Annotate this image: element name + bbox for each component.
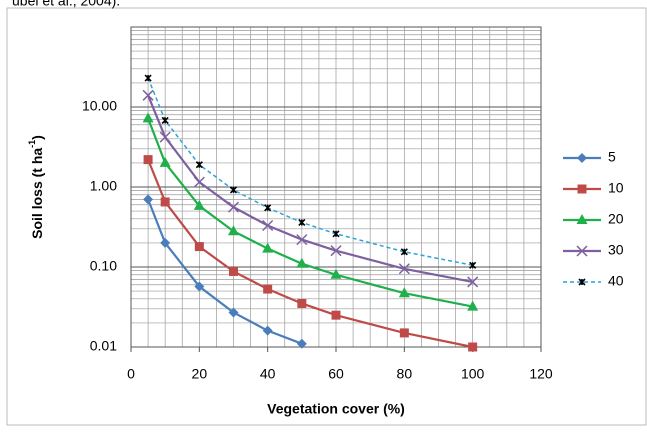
y-title-sup: -1: [27, 140, 37, 148]
marker: [193, 176, 205, 188]
marker: [193, 199, 205, 210]
marker: [160, 237, 171, 248]
marker: [400, 248, 408, 256]
marker: [194, 242, 204, 252]
marker: [161, 116, 169, 124]
marker: [264, 204, 272, 212]
marker: [262, 219, 274, 232]
legend-label: 30: [608, 242, 624, 258]
marker: [160, 197, 170, 207]
marker: [296, 234, 308, 246]
marker: [143, 194, 154, 205]
x-tick-label: 80: [397, 366, 413, 382]
marker: [144, 74, 152, 82]
marker: [577, 153, 587, 163]
marker: [159, 156, 171, 167]
marker: [331, 310, 341, 320]
series-line: [147, 118, 473, 308]
marker: [263, 284, 273, 294]
marker: [578, 278, 586, 286]
marker: [159, 131, 171, 143]
marker: [195, 161, 203, 169]
legend-label: 40: [608, 273, 624, 289]
chart-border: [6, 7, 647, 426]
marker: [467, 300, 479, 311]
marker: [227, 201, 240, 213]
marker: [297, 298, 307, 308]
marker: [228, 307, 239, 318]
marker: [469, 261, 477, 269]
marker: [330, 245, 342, 257]
x-tick-label: 60: [328, 366, 344, 382]
marker: [262, 325, 273, 336]
marker: [228, 225, 239, 236]
marker: [296, 338, 307, 349]
marker: [262, 242, 274, 253]
marker: [398, 263, 410, 275]
marker: [194, 281, 205, 292]
x-axis-title: Vegetation cover (%): [267, 401, 405, 417]
marker: [296, 257, 308, 268]
x-tick-label: 100: [461, 366, 485, 382]
marker: [576, 245, 588, 257]
x-tick-label: 0: [127, 366, 135, 382]
series-line: [147, 198, 303, 345]
legend-label: 20: [608, 211, 624, 227]
legend-label: 10: [608, 180, 624, 196]
marker: [577, 184, 587, 194]
marker: [330, 268, 342, 279]
marker: [229, 266, 238, 276]
caption: ubel et al., 2004).: [12, 0, 120, 9]
marker: [332, 230, 340, 238]
y-title-text: Soil loss (t ha: [29, 148, 45, 239]
marker: [468, 342, 478, 352]
y-axis-title: Soil loss (t ha-1): [27, 135, 44, 239]
marker: [142, 89, 154, 101]
y-tick-label: 10.00: [82, 98, 117, 114]
marker: [143, 155, 153, 165]
series-line: [147, 77, 473, 267]
marker: [576, 214, 588, 224]
x-tick-label: 20: [192, 366, 208, 382]
series-line: [147, 94, 473, 284]
series-line: [147, 159, 473, 349]
y-tick-label: 0.01: [90, 338, 117, 354]
marker: [229, 186, 238, 194]
marker: [399, 328, 409, 338]
plot-frame: [130, 26, 542, 348]
marker: [298, 218, 306, 227]
x-tick-label: 120: [529, 366, 553, 382]
y-tick-label: 1.00: [90, 178, 117, 194]
x-tick-label: 40: [260, 366, 276, 382]
y-title-tail: ): [29, 135, 45, 140]
marker: [467, 276, 479, 288]
y-tick-label: 0.10: [90, 258, 117, 274]
marker: [398, 287, 410, 298]
marker: [142, 112, 154, 123]
legend-label: 5: [608, 149, 616, 165]
